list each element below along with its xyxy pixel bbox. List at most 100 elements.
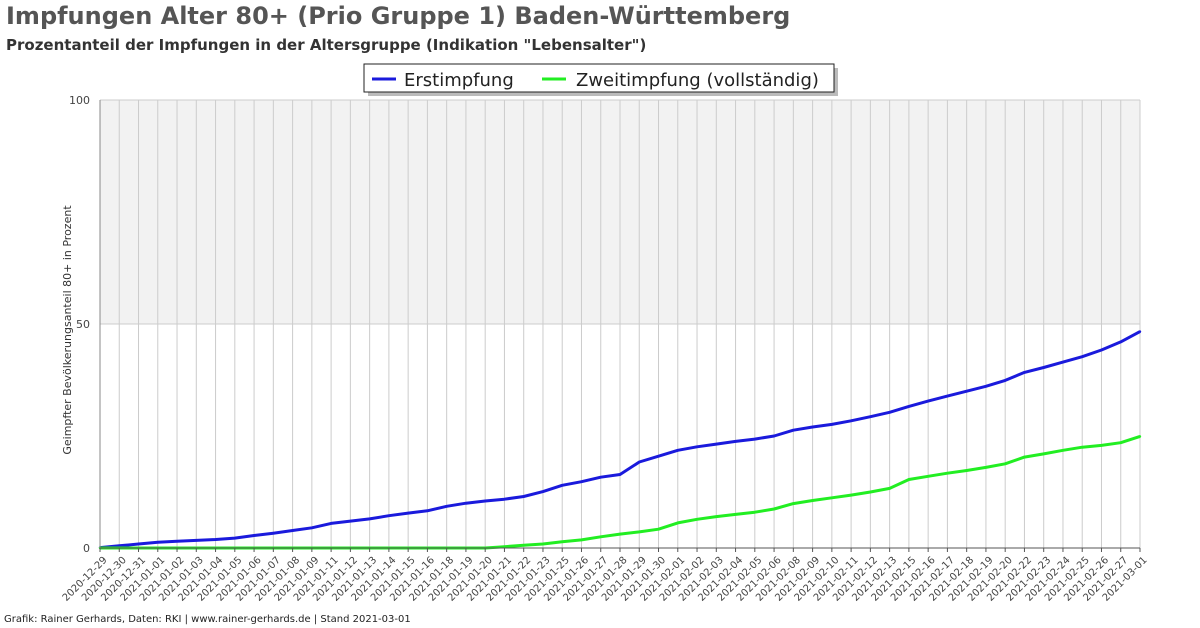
- y-tick-label: 0: [83, 542, 90, 555]
- data-point: [272, 532, 275, 535]
- data-point: [503, 497, 506, 501]
- data-point: [599, 535, 602, 538]
- data-point: [599, 476, 602, 479]
- data-point: [233, 536, 237, 540]
- data-point: [695, 445, 699, 448]
- data-point: [541, 490, 545, 493]
- data-point: [1081, 446, 1084, 449]
- data-point: [1138, 435, 1142, 438]
- data-point: [638, 530, 641, 534]
- data-point: [1003, 462, 1007, 465]
- data-point: [1042, 366, 1045, 369]
- data-point: [118, 544, 121, 547]
- data-point: [792, 428, 795, 432]
- chart-title: Impfungen Alter 80+ (Prio Gruppe 1) Bade…: [6, 2, 791, 30]
- data-point: [561, 484, 564, 487]
- data-point: [1081, 355, 1084, 358]
- data-point: [195, 539, 198, 542]
- chart-subtitle: Prozentanteil der Impfungen in der Alter…: [6, 36, 647, 54]
- data-point: [984, 466, 988, 469]
- data-point: [1100, 444, 1103, 447]
- data-point: [792, 502, 795, 505]
- data-point: [580, 480, 583, 483]
- data-point: [1023, 371, 1026, 374]
- data-point: [772, 434, 776, 438]
- y-tick-label: 100: [69, 94, 90, 107]
- data-point: [638, 460, 641, 464]
- data-point: [1061, 449, 1065, 452]
- data-point: [657, 527, 660, 531]
- y-tick-label: 50: [76, 318, 90, 331]
- data-point: [907, 478, 911, 481]
- data-point: [175, 540, 179, 543]
- footer-credit: Grafik: Rainer Gerhards, Daten: RKI | ww…: [4, 614, 411, 625]
- data-point: [984, 385, 988, 388]
- data-point: [926, 399, 930, 403]
- data-point: [580, 538, 583, 542]
- data-point: [946, 394, 949, 398]
- data-point: [503, 545, 506, 548]
- data-point: [695, 518, 699, 521]
- data-point: [811, 499, 814, 502]
- data-point: [156, 540, 159, 544]
- data-point: [965, 469, 968, 472]
- data-point: [522, 544, 525, 547]
- data-point: [1061, 360, 1065, 364]
- data-point: [426, 509, 429, 513]
- data-point: [1100, 348, 1103, 352]
- data-point: [464, 502, 468, 505]
- legend-label-1: Erstimpfung: [404, 70, 514, 91]
- data-point: [214, 538, 217, 541]
- data-point: [888, 411, 891, 414]
- data-point: [753, 510, 757, 514]
- data-point: [349, 519, 352, 523]
- data-point: [1119, 441, 1122, 444]
- data-point: [888, 487, 891, 490]
- data-point: [406, 511, 410, 515]
- data-point: [310, 526, 314, 530]
- data-point: [1119, 340, 1122, 344]
- data-point: [445, 505, 448, 508]
- data-point: [907, 405, 911, 408]
- data-point: [849, 493, 853, 497]
- legend-box: [363, 63, 835, 93]
- data-point: [926, 475, 930, 478]
- data-point: [618, 473, 622, 476]
- legend-label-2: Zweitimpfung (vollständig): [576, 70, 819, 91]
- data-point: [1138, 330, 1142, 333]
- data-point: [522, 495, 525, 498]
- data-point: [772, 507, 776, 511]
- legend: Erstimpfung Zweitimpfung (vollständig): [363, 63, 838, 96]
- data-point: [1042, 452, 1045, 456]
- data-point: [849, 419, 853, 422]
- data-point: [291, 529, 294, 532]
- data-point: [811, 425, 814, 429]
- y-axis-label: Geimpfter Bevölkerungsanteil 80+ in Proz…: [61, 205, 74, 455]
- data-point: [715, 515, 718, 518]
- data-point: [946, 471, 949, 475]
- data-point: [1023, 455, 1026, 459]
- data-point: [676, 449, 679, 452]
- data-point: [252, 534, 256, 537]
- data-point: [869, 490, 872, 494]
- data-point: [830, 423, 834, 426]
- data-point: [561, 540, 564, 543]
- data-point: [734, 440, 737, 443]
- data-point: [830, 496, 834, 500]
- data-point: [541, 542, 545, 546]
- data-point: [676, 521, 679, 525]
- data-point: [753, 437, 757, 441]
- data-point: [387, 514, 391, 517]
- data-point: [618, 532, 622, 536]
- data-point: [657, 454, 660, 458]
- data-point: [965, 390, 968, 393]
- data-point: [869, 415, 872, 418]
- data-point: [1003, 379, 1007, 382]
- data-point: [368, 517, 371, 521]
- data-point: [137, 542, 140, 546]
- data-point: [329, 522, 333, 525]
- data-point: [734, 513, 737, 516]
- data-point: [483, 499, 487, 503]
- data-point: [715, 442, 718, 446]
